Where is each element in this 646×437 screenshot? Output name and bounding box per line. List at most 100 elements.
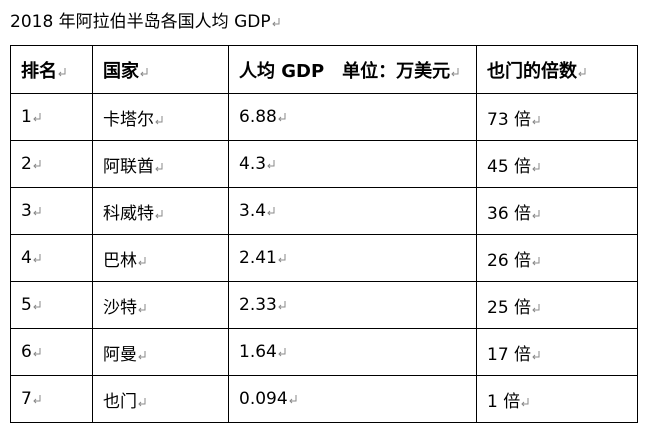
header-cell-text: 也门的倍数 bbox=[487, 60, 577, 82]
gdp-table: 排名 国家 人均 GDP 单位：万美元 也门的倍数 1 卡塔尔 6.88 73 倍 2 阿联酋 4… bbox=[10, 45, 638, 423]
title: 2018 年阿拉伯半岛各国人均 GDP bbox=[10, 10, 281, 34]
table-cell-text: 7 bbox=[21, 389, 32, 409]
header-cell: 人均 GDP 单位：万美元 bbox=[228, 45, 477, 94]
paragraph-mark bbox=[578, 67, 586, 76]
paragraph-mark bbox=[33, 301, 41, 310]
table-cell: 1.64 bbox=[228, 328, 477, 376]
table-cell: 4 bbox=[10, 234, 93, 282]
table-row: 3 科威特 3.4 36 倍 bbox=[10, 187, 638, 235]
table-cell-text: 2.33 bbox=[239, 295, 277, 315]
paragraph-mark bbox=[138, 256, 146, 265]
paragraph-mark bbox=[33, 207, 41, 216]
table-cell-text: 阿曼 bbox=[103, 344, 137, 365]
table-cell: 26 倍 bbox=[476, 234, 638, 282]
table-cell-text: 科威特 bbox=[103, 203, 154, 224]
paragraph-mark bbox=[33, 160, 41, 169]
table-cell-text: 也门 bbox=[103, 391, 137, 412]
table-row: 4 巴林 2.41 26 倍 bbox=[10, 234, 638, 282]
table-cell-text: 巴林 bbox=[103, 250, 137, 271]
header-cell: 国家 bbox=[92, 45, 229, 94]
paragraph-mark bbox=[532, 115, 540, 124]
table-cell-text: 卡塔尔 bbox=[103, 109, 154, 130]
paragraph-mark bbox=[138, 350, 146, 359]
paragraph-mark bbox=[278, 113, 286, 122]
paragraph-mark bbox=[155, 209, 163, 218]
table-cell: 2.33 bbox=[228, 281, 477, 329]
header-cell-text: 排名 bbox=[21, 60, 57, 82]
table-cell-text: 6.88 bbox=[239, 107, 277, 127]
table-cell-text: 阿联酋 bbox=[103, 156, 154, 177]
table-row: 7 也门 0.094 1 倍 bbox=[10, 375, 638, 423]
table-cell: 36 倍 bbox=[476, 187, 638, 235]
table-cell: 沙特 bbox=[92, 281, 229, 329]
table-cell: 2 bbox=[10, 140, 93, 188]
table-cell: 科威特 bbox=[92, 187, 229, 235]
paragraph-mark bbox=[33, 254, 41, 263]
table-cell-text: 1.64 bbox=[239, 342, 277, 362]
table-cell-text: 3.4 bbox=[239, 201, 267, 221]
table-cell-text: 5 bbox=[21, 295, 32, 315]
table-cell: 6 bbox=[10, 328, 93, 376]
table-row: 6 阿曼 1.64 17 倍 bbox=[10, 328, 638, 376]
table-cell: 阿联酋 bbox=[92, 140, 229, 188]
paragraph-mark bbox=[155, 162, 163, 171]
header-cell-text: 人均 GDP 单位：万美元 bbox=[239, 60, 451, 82]
table-cell: 0.094 bbox=[228, 375, 477, 423]
table-cell-text: 73 倍 bbox=[487, 109, 532, 130]
paragraph-mark bbox=[267, 207, 275, 216]
table-cell: 3.4 bbox=[228, 187, 477, 235]
table-cell-text: 1 bbox=[21, 107, 32, 127]
table-row: 1 卡塔尔 6.88 73 倍 bbox=[10, 93, 638, 141]
header-row: 排名 国家 人均 GDP 单位：万美元 也门的倍数 bbox=[10, 45, 638, 94]
paragraph-mark bbox=[532, 303, 540, 312]
table-cell: 17 倍 bbox=[476, 328, 638, 376]
paragraph-mark bbox=[33, 395, 41, 404]
table-cell-text: 25 倍 bbox=[487, 297, 532, 318]
table-cell-text: 36 倍 bbox=[487, 203, 532, 224]
table-cell: 73 倍 bbox=[476, 93, 638, 141]
title-text: 2018 年阿拉伯半岛各国人均 GDP bbox=[10, 12, 271, 32]
table-cell: 25 倍 bbox=[476, 281, 638, 329]
paragraph-mark bbox=[140, 67, 148, 76]
table-cell-text: 沙特 bbox=[103, 297, 137, 318]
table-cell: 1 倍 bbox=[476, 375, 638, 423]
paragraph-mark bbox=[138, 397, 146, 406]
paragraph-mark bbox=[532, 162, 540, 171]
paragraph-mark bbox=[521, 397, 529, 406]
paragraph-mark bbox=[451, 67, 459, 76]
paragraph-mark bbox=[33, 113, 41, 122]
table-body: 1 卡塔尔 6.88 73 倍 2 阿联酋 4.3 45 倍 3 科威特 3.4 36 倍 4 巴林 2.4… bbox=[10, 93, 638, 423]
table-cell-text: 1 倍 bbox=[487, 391, 521, 412]
table-row: 2 阿联酋 4.3 45 倍 bbox=[10, 140, 638, 188]
table-row: 5 沙特 2.33 25 倍 bbox=[10, 281, 638, 329]
table-cell-text: 4 bbox=[21, 248, 32, 268]
table-cell-text: 2 bbox=[21, 154, 32, 174]
table-cell: 45 倍 bbox=[476, 140, 638, 188]
table-cell: 4.3 bbox=[228, 140, 477, 188]
paragraph-mark bbox=[278, 301, 286, 310]
table-cell: 卡塔尔 bbox=[92, 93, 229, 141]
table-cell: 7 bbox=[10, 375, 93, 423]
paragraph-mark bbox=[138, 303, 146, 312]
table-cell: 也门 bbox=[92, 375, 229, 423]
header-cell: 也门的倍数 bbox=[476, 45, 638, 94]
table-cell-text: 17 倍 bbox=[487, 344, 532, 365]
table-cell: 5 bbox=[10, 281, 93, 329]
table-cell-text: 2.41 bbox=[239, 248, 277, 268]
table-cell-text: 45 倍 bbox=[487, 156, 532, 177]
table-cell-text: 4.3 bbox=[239, 154, 267, 174]
paragraph-mark bbox=[155, 115, 163, 124]
paragraph-mark bbox=[288, 395, 297, 404]
paragraph-mark bbox=[33, 348, 41, 357]
table-cell-text: 26 倍 bbox=[487, 250, 532, 271]
table-cell: 3 bbox=[10, 187, 93, 235]
paragraph-mark bbox=[532, 256, 540, 265]
table-cell-text: 6 bbox=[21, 342, 32, 362]
paragraph-mark bbox=[278, 348, 286, 357]
paragraph-mark bbox=[532, 350, 540, 359]
paragraph-mark bbox=[267, 160, 275, 169]
table-cell-text: 3 bbox=[21, 201, 32, 221]
header-cell: 排名 bbox=[10, 45, 93, 94]
table-cell: 巴林 bbox=[92, 234, 229, 282]
